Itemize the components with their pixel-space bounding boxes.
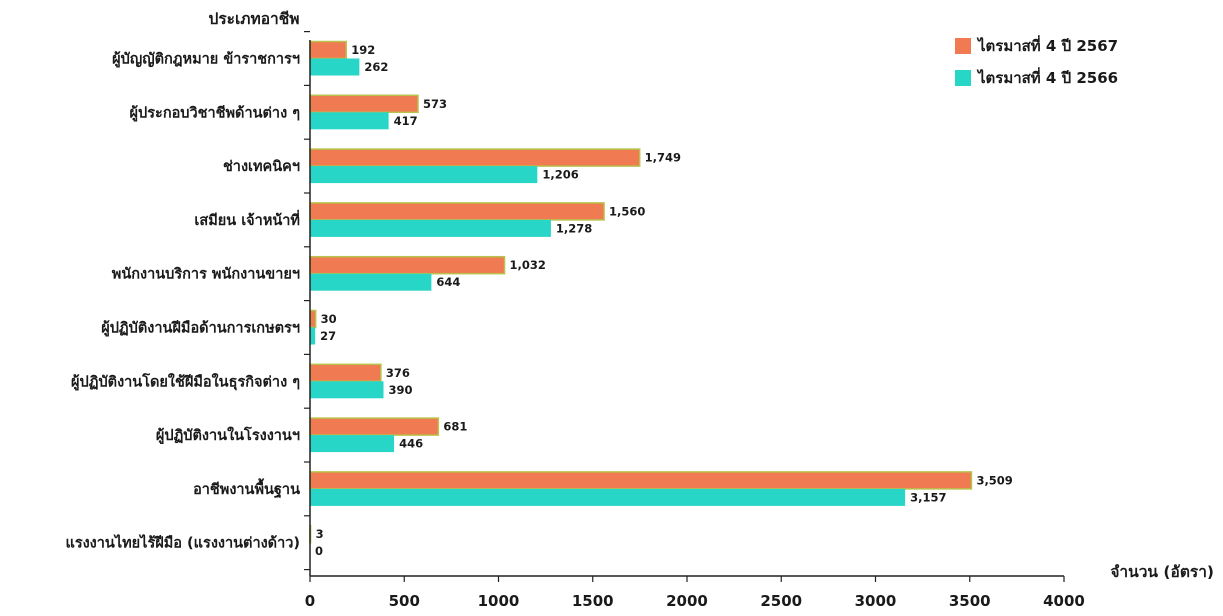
x-tick-label: 500 bbox=[389, 592, 420, 610]
data-label: 376 bbox=[386, 366, 410, 380]
bar-series-1 bbox=[309, 255, 506, 275]
x-tick-label: 1500 bbox=[572, 592, 614, 610]
data-label: 262 bbox=[364, 60, 388, 74]
bar-series-2 bbox=[310, 112, 389, 130]
bars-layer bbox=[309, 40, 973, 544]
category-label: อาชีพงานพื้นฐาน bbox=[193, 478, 300, 499]
x-tick-label: 3500 bbox=[949, 592, 991, 610]
data-label: 644 bbox=[436, 275, 460, 289]
category-label: พนักงานบริการ พนักงานขายฯ bbox=[112, 266, 300, 283]
legend-swatch bbox=[955, 70, 971, 86]
bar-series-2 bbox=[310, 219, 551, 237]
value-labels-layer: 192 262 573 417 1,749 1,206 1,560 1,278 1,032 644… bbox=[315, 43, 1013, 558]
category-label: ผู้ปฏิบัติงานโดยใช้ฝีมือในธุรกิจต่าง ๆ bbox=[71, 372, 300, 390]
data-label: 1,032 bbox=[510, 258, 546, 272]
bar-series-2 bbox=[310, 58, 360, 76]
bar-series-2 bbox=[310, 166, 538, 184]
data-label: 681 bbox=[443, 420, 467, 434]
bar-series-1 bbox=[309, 40, 347, 60]
bar-series-1 bbox=[309, 202, 605, 221]
data-label: 417 bbox=[394, 114, 418, 128]
x-tick-label: 4000 bbox=[1043, 592, 1085, 610]
data-label: 30 bbox=[321, 312, 337, 326]
bar-series-1 bbox=[309, 471, 973, 490]
bar-series-2 bbox=[310, 435, 395, 453]
y-axis-title: ประเภทอาชีพ bbox=[209, 10, 300, 28]
x-axis-title: จำนวน (อัตรา) bbox=[1110, 563, 1214, 581]
data-label: 3,157 bbox=[910, 490, 946, 504]
bar-series-2 bbox=[310, 381, 384, 399]
category-label: เสมียน เจ้าหน้าที่ bbox=[194, 209, 300, 229]
data-label: 1,278 bbox=[556, 221, 592, 235]
data-label: 192 bbox=[351, 43, 375, 57]
data-label: 3 bbox=[316, 527, 324, 541]
bar-series-2 bbox=[310, 327, 316, 345]
data-label: 27 bbox=[320, 329, 336, 343]
bar-series-1 bbox=[309, 94, 419, 114]
data-label: 1,206 bbox=[542, 168, 578, 182]
data-label: 390 bbox=[389, 383, 413, 397]
x-tick-label: 1000 bbox=[478, 592, 520, 610]
legend-swatch bbox=[955, 38, 971, 54]
x-tick-label: 0 bbox=[305, 592, 315, 610]
data-label: 1,560 bbox=[609, 204, 645, 218]
category-label: ช่างเทคนิคฯ bbox=[223, 158, 300, 175]
category-label: ผู้ประกอบวิชาชีพด้านต่าง ๆ bbox=[130, 104, 300, 121]
data-label: 0 bbox=[315, 544, 323, 558]
category-label: ผู้ปฏิบัติงานฝีมือด้านการเกษตรฯ bbox=[101, 320, 300, 337]
x-tick-label: 3000 bbox=[855, 592, 897, 610]
bar-series-1 bbox=[309, 417, 440, 436]
legend: ไตรมาสที่ 4 ปี 2567 ไตรมาสที่ 4 ปี 2566 bbox=[955, 35, 1118, 87]
bar-series-1 bbox=[309, 148, 641, 167]
category-label: ผู้บัญญัติกฎหมาย ข้าราชการฯ bbox=[112, 51, 300, 68]
category-label: แรงงานไทยไร้ฝีมือ (แรงงานต่างด้าว) bbox=[65, 534, 300, 552]
legend-label: ไตรมาสที่ 4 ปี 2567 bbox=[976, 35, 1118, 55]
category-labels-layer: ผู้บัญญัติกฎหมาย ข้าราชการฯผู้ประกอบวิชา… bbox=[65, 51, 300, 552]
bar-series-1 bbox=[309, 309, 317, 329]
data-label: 1,749 bbox=[645, 151, 681, 165]
category-label: ผู้ปฏิบัติงานในโรงงานฯ bbox=[156, 426, 300, 444]
data-label: 3,509 bbox=[976, 473, 1012, 487]
bar-series-1 bbox=[309, 363, 382, 383]
bar-series-2 bbox=[310, 273, 432, 291]
data-label: 573 bbox=[423, 97, 447, 111]
x-tick-label: 2500 bbox=[760, 592, 802, 610]
bar-series-2 bbox=[310, 488, 906, 506]
axis-layer: 0 500 1000 1500 2000 2500 3000 3500 4000 bbox=[304, 31, 1085, 610]
data-label: 446 bbox=[399, 437, 423, 451]
legend-label: ไตรมาสที่ 4 ปี 2566 bbox=[976, 67, 1118, 87]
x-tick-label: 2000 bbox=[666, 592, 708, 610]
